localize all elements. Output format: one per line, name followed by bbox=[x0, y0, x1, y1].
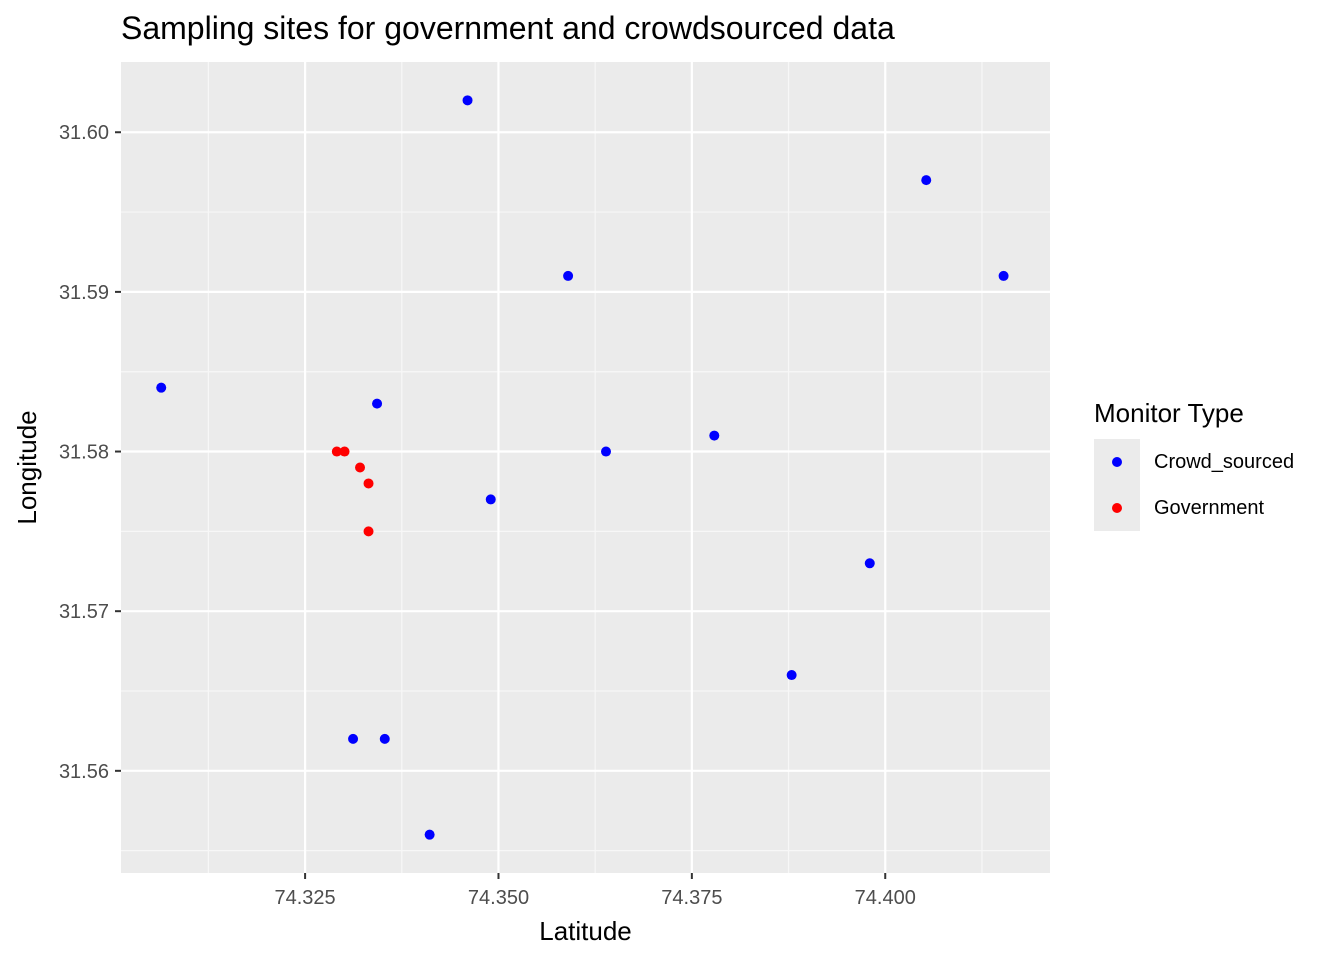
point-crowd-sourced bbox=[563, 270, 574, 281]
point-crowd-sourced bbox=[424, 829, 435, 840]
point-crowd-sourced bbox=[998, 270, 1009, 281]
minor-gridlines bbox=[121, 62, 1050, 873]
legend-label: Crowd_sourced bbox=[1154, 450, 1295, 473]
point-crowd-sourced bbox=[372, 398, 383, 409]
x-axis-title: Latitude bbox=[539, 916, 632, 946]
point-crowd-sourced bbox=[921, 175, 932, 186]
y-axis-title: Longitude bbox=[12, 410, 42, 524]
x-tick-label: 74.400 bbox=[855, 887, 916, 909]
chart-title: Sampling sites for government and crowds… bbox=[121, 10, 895, 46]
legend-item-government: Government bbox=[1094, 485, 1294, 531]
x-tick-label: 74.350 bbox=[468, 887, 529, 909]
legend-key bbox=[1094, 439, 1140, 485]
legend: Monitor Type Crowd_sourced Government bbox=[1094, 398, 1294, 531]
point-crowd-sourced bbox=[156, 382, 167, 393]
point-government bbox=[355, 462, 366, 473]
x-tick-label: 74.375 bbox=[661, 887, 722, 909]
y-tick-label: 31.58 bbox=[59, 442, 109, 464]
point-crowd-sourced bbox=[348, 733, 359, 744]
legend-dot bbox=[1112, 457, 1122, 467]
point-government bbox=[363, 526, 374, 537]
point-government bbox=[363, 478, 374, 489]
point-crowd-sourced bbox=[709, 430, 720, 441]
legend-key bbox=[1094, 485, 1140, 531]
y-tick-label: 31.57 bbox=[59, 601, 109, 623]
point-crowd-sourced bbox=[786, 670, 797, 681]
point-crowd-sourced bbox=[462, 95, 473, 106]
major-gridlines bbox=[121, 62, 1050, 873]
legend-dot bbox=[1112, 503, 1122, 513]
point-crowd-sourced bbox=[485, 494, 496, 505]
legend-item-crowd-sourced: Crowd_sourced bbox=[1094, 439, 1294, 485]
point-government bbox=[331, 446, 342, 457]
point-government bbox=[339, 446, 350, 457]
y-tick-label: 31.60 bbox=[59, 122, 109, 144]
y-tick-label: 31.56 bbox=[59, 761, 109, 783]
x-axis-ticks: 74.325 74.350 74.375 74.400 bbox=[275, 873, 916, 909]
y-axis-ticks: 31.56 31.57 31.58 31.59 31.60 bbox=[59, 122, 121, 783]
point-crowd-sourced bbox=[600, 446, 611, 457]
legend-label: Government bbox=[1154, 496, 1265, 519]
legend-title: Monitor Type bbox=[1094, 398, 1244, 428]
point-crowd-sourced bbox=[379, 733, 390, 744]
point-crowd-sourced bbox=[864, 558, 875, 569]
data-points bbox=[156, 95, 1009, 840]
legend-items: Crowd_sourced Government bbox=[1094, 439, 1294, 531]
x-tick-label: 74.325 bbox=[275, 887, 336, 909]
plot-panel bbox=[121, 62, 1050, 873]
y-tick-label: 31.59 bbox=[59, 282, 109, 304]
